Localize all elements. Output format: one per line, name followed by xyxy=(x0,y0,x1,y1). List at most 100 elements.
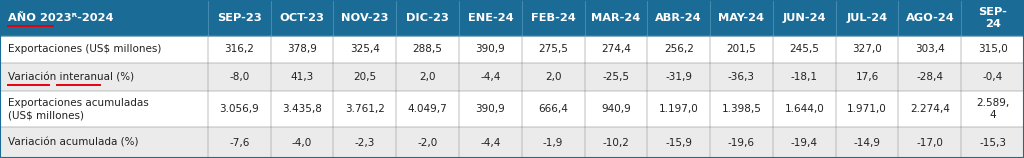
Text: Exportaciones acumuladas
(US$ millones): Exportaciones acumuladas (US$ millones) xyxy=(8,98,148,120)
Bar xyxy=(522,0,585,36)
Text: AÑO 2023ᴿ-2024: AÑO 2023ᴿ-2024 xyxy=(8,13,114,23)
Text: 1.644,0: 1.644,0 xyxy=(784,104,824,114)
Text: -2,0: -2,0 xyxy=(418,138,437,148)
Bar xyxy=(647,127,710,158)
Text: -7,6: -7,6 xyxy=(229,138,250,148)
Text: AGO-24: AGO-24 xyxy=(905,13,954,23)
Text: -25,5: -25,5 xyxy=(602,72,630,82)
Text: 940,9: 940,9 xyxy=(601,104,631,114)
Text: -10,2: -10,2 xyxy=(602,138,630,148)
Bar xyxy=(0,36,208,63)
Text: 3.435,8: 3.435,8 xyxy=(282,104,322,114)
Bar xyxy=(459,91,522,127)
Text: -18,1: -18,1 xyxy=(791,72,818,82)
Bar xyxy=(647,63,710,91)
Text: 316,2: 316,2 xyxy=(224,44,254,54)
Bar xyxy=(270,36,334,63)
Bar xyxy=(585,91,647,127)
Bar xyxy=(522,63,585,91)
Text: 3.056,9: 3.056,9 xyxy=(219,104,259,114)
Text: SEP-23: SEP-23 xyxy=(217,13,262,23)
Bar xyxy=(962,63,1024,91)
Bar xyxy=(334,0,396,36)
Text: 3.761,2: 3.761,2 xyxy=(345,104,385,114)
Bar xyxy=(208,127,270,158)
Text: Variación acumulada (%): Variación acumulada (%) xyxy=(8,138,138,148)
Bar xyxy=(836,91,898,127)
Text: -15,3: -15,3 xyxy=(979,138,1007,148)
Text: 41,3: 41,3 xyxy=(291,72,313,82)
Text: ENE-24: ENE-24 xyxy=(468,13,513,23)
Text: 303,4: 303,4 xyxy=(915,44,945,54)
Bar xyxy=(585,36,647,63)
Bar xyxy=(710,63,773,91)
Bar xyxy=(647,36,710,63)
Text: 1.971,0: 1.971,0 xyxy=(847,104,887,114)
Bar xyxy=(647,91,710,127)
Bar xyxy=(710,0,773,36)
Bar xyxy=(0,0,208,36)
Bar xyxy=(459,36,522,63)
Bar xyxy=(962,91,1024,127)
Bar xyxy=(898,127,962,158)
Text: -4,0: -4,0 xyxy=(292,138,312,148)
Text: 275,5: 275,5 xyxy=(539,44,568,54)
Text: SEP-
24: SEP- 24 xyxy=(978,7,1007,29)
Bar xyxy=(334,63,396,91)
Text: 256,2: 256,2 xyxy=(664,44,693,54)
Text: 327,0: 327,0 xyxy=(852,44,882,54)
Text: 2,0: 2,0 xyxy=(545,72,561,82)
Text: 1.398,5: 1.398,5 xyxy=(722,104,762,114)
Text: 2,0: 2,0 xyxy=(420,72,436,82)
Text: OCT-23: OCT-23 xyxy=(280,13,325,23)
Bar xyxy=(208,36,270,63)
Bar xyxy=(522,127,585,158)
Bar xyxy=(208,63,270,91)
Text: Exportaciones (US$ millones): Exportaciones (US$ millones) xyxy=(8,44,162,54)
Bar xyxy=(710,127,773,158)
Bar xyxy=(522,36,585,63)
Text: -31,9: -31,9 xyxy=(666,72,692,82)
Bar xyxy=(773,36,836,63)
Bar xyxy=(585,63,647,91)
Text: FEB-24: FEB-24 xyxy=(530,13,575,23)
Bar xyxy=(773,63,836,91)
Text: 17,6: 17,6 xyxy=(855,72,879,82)
Text: 274,4: 274,4 xyxy=(601,44,631,54)
Bar xyxy=(898,63,962,91)
Text: -8,0: -8,0 xyxy=(229,72,250,82)
Bar xyxy=(270,127,334,158)
Bar xyxy=(773,91,836,127)
Bar xyxy=(0,63,208,91)
Text: 201,5: 201,5 xyxy=(727,44,757,54)
Text: 315,0: 315,0 xyxy=(978,44,1008,54)
Bar xyxy=(962,36,1024,63)
Text: JUN-24: JUN-24 xyxy=(782,13,826,23)
Bar xyxy=(208,91,270,127)
Bar xyxy=(898,91,962,127)
Text: 378,9: 378,9 xyxy=(287,44,317,54)
Bar xyxy=(962,0,1024,36)
Text: MAY-24: MAY-24 xyxy=(719,13,765,23)
Text: DIC-23: DIC-23 xyxy=(407,13,450,23)
Text: 390,9: 390,9 xyxy=(475,44,505,54)
Bar xyxy=(396,0,459,36)
Bar xyxy=(836,127,898,158)
Bar xyxy=(459,63,522,91)
Bar xyxy=(208,0,270,36)
Text: -15,9: -15,9 xyxy=(666,138,692,148)
Text: -28,4: -28,4 xyxy=(916,72,943,82)
Text: 390,9: 390,9 xyxy=(475,104,505,114)
Bar xyxy=(898,0,962,36)
Text: ABR-24: ABR-24 xyxy=(655,13,702,23)
Bar xyxy=(0,127,208,158)
Bar xyxy=(334,36,396,63)
Bar xyxy=(773,127,836,158)
Bar xyxy=(334,91,396,127)
Bar xyxy=(585,127,647,158)
Text: -1,9: -1,9 xyxy=(543,138,563,148)
Text: 4.049,7: 4.049,7 xyxy=(408,104,447,114)
Text: -4,4: -4,4 xyxy=(480,138,501,148)
Text: 245,5: 245,5 xyxy=(790,44,819,54)
Bar xyxy=(710,91,773,127)
